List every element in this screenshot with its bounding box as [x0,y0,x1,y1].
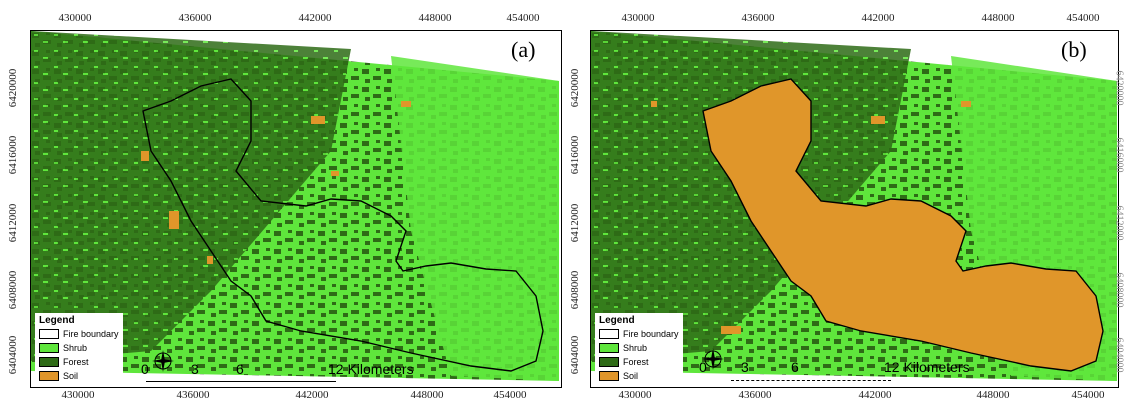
y-tick-left: 6420000 [569,68,581,108]
map-panel-b: 430000 436000 442000 448000 454000 64200… [563,0,1125,407]
scale-label: 0 [141,361,149,377]
x-tick-top: 442000 [861,12,895,24]
legend-label: Forest [623,357,649,367]
x-tick-bottom: 436000 [176,389,210,401]
legend-item: Forest [599,355,679,369]
y-tick-left: 6420000 [7,68,19,108]
y-tick-left: 6408000 [569,270,581,310]
scale-label: 12 Kilometers [328,361,414,377]
map-panel-a: 430000 436000 442000 448000 454000 64200… [0,0,562,407]
map-frame: (a) Legend Fire boundary Shrub Forest So… [30,30,562,388]
legend-swatch [39,357,59,367]
y-tick-left: 6416000 [569,135,581,175]
x-tick-bottom: 436000 [738,389,772,401]
map-frame: (b) Legend Fire boundary Shrub Forest So… [590,30,1119,388]
legend-item: Fire boundary [599,327,679,341]
y-tick-left: 6408000 [7,270,19,310]
y-tick-left: 6416000 [7,135,19,175]
x-tick-top: 448000 [418,12,452,24]
legend-swatch [39,371,59,381]
legend-item: Soil [39,369,119,383]
panel-label: (b) [1061,37,1087,62]
x-tick-top: 454000 [506,12,540,24]
legend: Legend Fire boundary Shrub Forest Soil [595,313,683,385]
legend-swatch [599,371,619,381]
scale-label: 0 [699,359,707,375]
legend-label: Fire boundary [623,329,679,339]
scale-label: 6 [791,359,799,375]
x-tick-bottom: 430000 [618,389,652,401]
legend-label: Soil [63,371,79,381]
x-tick-bottom: 448000 [410,389,444,401]
x-tick-top: 448000 [981,12,1015,24]
legend-label: Shrub [623,343,648,353]
legend-item: Shrub [39,341,119,355]
scale-label: 3 [741,359,749,375]
y-tick-right: 6408000 [1113,272,1125,308]
legend-swatch [599,357,619,367]
legend-swatch [39,329,59,339]
scale-label: 12 Kilometers [884,359,970,375]
y-tick-right: 6412000 [1113,205,1125,241]
x-tick-bottom: 430000 [61,389,95,401]
y-tick-left: 6412000 [7,203,19,243]
legend-swatch [599,343,619,353]
classification-map [591,31,1117,381]
x-tick-top: 442000 [298,12,332,24]
legend-item: Soil [599,369,679,383]
y-tick-left: 6404000 [7,335,19,375]
scale-bar [731,379,891,381]
x-tick-bottom: 442000 [858,389,892,401]
x-tick-bottom: 454000 [1071,389,1105,401]
fire-boundary [702,78,1104,372]
x-tick-top: 454000 [1066,12,1100,24]
legend-title: Legend [599,315,635,326]
panel-label: (a) [511,37,536,62]
north-arrow-icon [152,350,174,372]
legend-label: Fire boundary [63,329,119,339]
scale-bar [146,381,336,382]
y-tick-right: 6420000 [1113,70,1125,106]
legend-label: Shrub [63,343,88,353]
x-tick-top: 436000 [741,12,775,24]
legend-item: Forest [39,355,119,369]
legend-swatch [599,329,619,339]
x-tick-bottom: 448000 [976,389,1010,401]
y-tick-right: 6404000 [1113,337,1125,373]
scale-label: 6 [236,361,244,377]
scale-label: 3 [191,361,199,377]
x-tick-bottom: 442000 [295,389,329,401]
fire-boundary [142,78,544,372]
legend-label: Soil [623,371,639,381]
x-tick-bottom: 454000 [493,389,527,401]
y-tick-right: 6416000 [1113,137,1125,173]
legend-title: Legend [39,315,75,326]
legend-label: Forest [63,357,89,367]
y-tick-left: 6404000 [569,335,581,375]
y-tick-left: 6412000 [569,203,581,243]
legend-swatch [39,343,59,353]
legend-item: Shrub [599,341,679,355]
classification-map [31,31,559,381]
legend: Legend Fire boundary Shrub Forest Soil [35,313,123,385]
x-tick-top: 430000 [58,12,92,24]
x-tick-top: 436000 [178,12,212,24]
x-tick-top: 430000 [621,12,655,24]
north-arrow-icon [702,348,724,370]
legend-item: Fire boundary [39,327,119,341]
